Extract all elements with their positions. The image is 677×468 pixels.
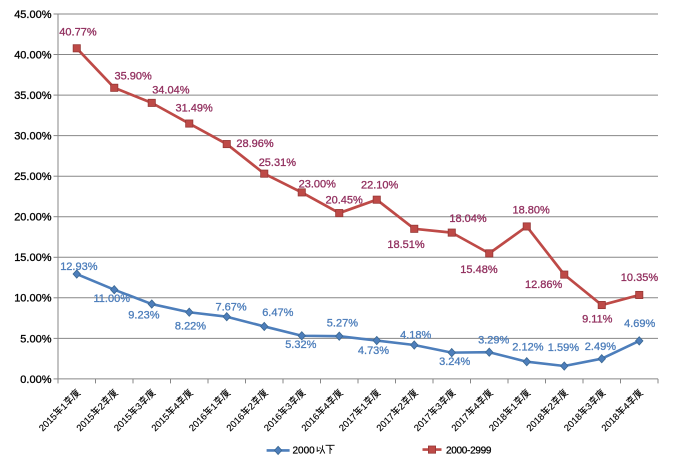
svg-text:2: 2 (95, 400, 106, 411)
svg-text:20.00%: 20.00% (14, 212, 52, 224)
svg-text:1: 1 (208, 400, 219, 411)
svg-text:8.22%: 8.22% (175, 320, 206, 332)
svg-text:4.18%: 4.18% (400, 330, 431, 342)
svg-text:3.24%: 3.24% (439, 356, 470, 368)
svg-text:7.67%: 7.67% (216, 302, 247, 314)
svg-text:2016: 2016 (224, 411, 247, 434)
svg-text:18.04%: 18.04% (449, 213, 487, 225)
svg-text:25.00%: 25.00% (14, 171, 52, 183)
svg-text:2: 2 (395, 400, 406, 411)
svg-text:2017: 2017 (411, 411, 434, 434)
svg-text:2018: 2018 (561, 411, 584, 434)
svg-text:3: 3 (583, 400, 594, 411)
svg-text:4: 4 (320, 400, 331, 411)
svg-text:12.93%: 12.93% (60, 261, 98, 273)
svg-text:5.27%: 5.27% (327, 318, 358, 330)
svg-text:31.49%: 31.49% (176, 103, 214, 115)
svg-text:6.47%: 6.47% (262, 307, 293, 319)
svg-text:20.45%: 20.45% (326, 195, 364, 207)
svg-text:34.04%: 34.04% (152, 84, 190, 96)
svg-text:4.69%: 4.69% (624, 318, 655, 330)
svg-text:3: 3 (433, 400, 444, 411)
svg-text:35.00%: 35.00% (14, 90, 52, 102)
svg-text:1: 1 (508, 400, 519, 411)
svg-text:2015: 2015 (36, 411, 59, 434)
svg-text:10.00%: 10.00% (14, 293, 52, 305)
svg-text:2.49%: 2.49% (585, 341, 616, 353)
svg-text:4: 4 (620, 400, 631, 411)
svg-text:2017: 2017 (449, 411, 472, 434)
svg-text:15.48%: 15.48% (460, 264, 498, 276)
svg-text:4.73%: 4.73% (358, 345, 389, 357)
svg-text:30.00%: 30.00% (14, 131, 52, 143)
svg-text:2016: 2016 (299, 411, 322, 434)
svg-text:40.77%: 40.77% (59, 26, 97, 38)
svg-text:15.00%: 15.00% (14, 252, 52, 264)
svg-text:2015: 2015 (111, 411, 134, 434)
svg-text:2018: 2018 (486, 411, 509, 434)
svg-text:10.35%: 10.35% (621, 272, 659, 284)
svg-text:18.51%: 18.51% (387, 239, 425, 251)
svg-text:28.96%: 28.96% (236, 138, 274, 150)
svg-text:2015: 2015 (74, 411, 97, 434)
svg-text:5.32%: 5.32% (285, 339, 316, 351)
svg-text:11.00%: 11.00% (94, 293, 131, 305)
svg-text:12.86%: 12.86% (525, 279, 563, 291)
svg-text:2016: 2016 (261, 411, 284, 434)
svg-text:25.31%: 25.31% (259, 157, 297, 169)
svg-text:18.80%: 18.80% (513, 205, 551, 217)
svg-text:2000: 2000 (293, 445, 316, 456)
svg-text:2018: 2018 (599, 411, 622, 434)
svg-text:0.00%: 0.00% (20, 374, 51, 386)
svg-text:2: 2 (245, 400, 256, 411)
svg-text:2.12%: 2.12% (512, 342, 543, 354)
svg-text:9.11%: 9.11% (582, 313, 613, 325)
svg-text:2000-2999: 2000-2999 (446, 445, 492, 456)
svg-text:4: 4 (170, 400, 181, 411)
svg-text:35.90%: 35.90% (115, 71, 153, 83)
svg-text:2017: 2017 (336, 411, 359, 434)
svg-text:2016: 2016 (186, 411, 209, 434)
svg-text:1: 1 (58, 400, 69, 411)
svg-text:9.23%: 9.23% (128, 309, 159, 321)
svg-text:3: 3 (133, 400, 144, 411)
svg-text:1: 1 (358, 400, 369, 411)
svg-text:1.59%: 1.59% (548, 342, 579, 354)
svg-text:4: 4 (470, 400, 481, 411)
svg-text:23.00%: 23.00% (299, 178, 337, 190)
svg-text:2018: 2018 (524, 411, 547, 434)
svg-text:5.00%: 5.00% (20, 333, 51, 345)
svg-text:40.00%: 40.00% (14, 49, 52, 61)
svg-text:2: 2 (545, 400, 556, 411)
svg-text:3.29%: 3.29% (478, 334, 509, 346)
svg-text:22.10%: 22.10% (361, 179, 399, 191)
svg-text:2015: 2015 (149, 411, 172, 434)
svg-text:45.00%: 45.00% (14, 9, 52, 21)
svg-text:3: 3 (283, 400, 294, 411)
svg-text:2017: 2017 (374, 411, 397, 434)
